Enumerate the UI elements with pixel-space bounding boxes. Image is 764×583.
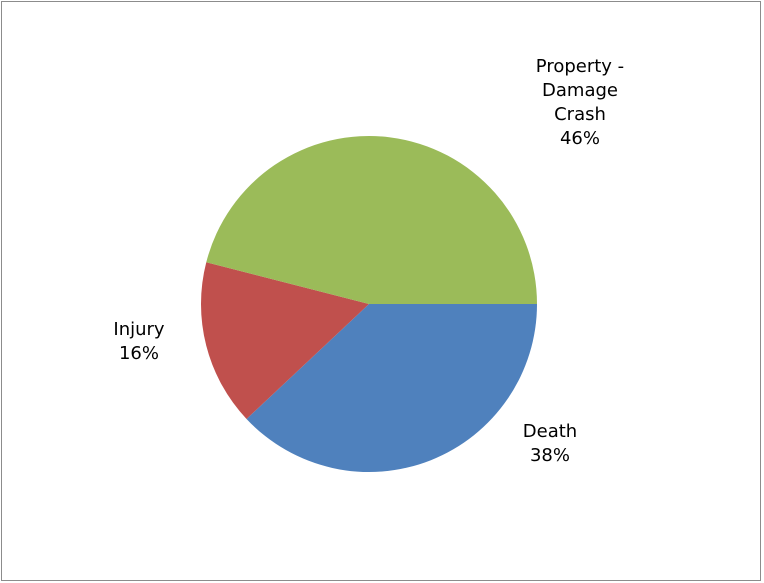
slice-label-line: Injury [113, 319, 165, 340]
slice-label-0: Death 38% [523, 421, 577, 466]
slice-percent-label: 38% [530, 445, 570, 466]
slice-percent-label: 16% [119, 343, 159, 364]
pie-slice-2 [206, 136, 538, 304]
slice-label-1: Injury 16% [113, 319, 165, 364]
slice-label-line: Property - [536, 56, 624, 77]
slice-percent-label: 46% [560, 128, 600, 149]
pie-slice-0 [246, 304, 537, 472]
pie-slice-1 [200, 262, 369, 420]
slice-label-line: Crash [554, 104, 606, 125]
slice-label-line: Damage [542, 80, 618, 101]
slice-label-line: Death [523, 421, 577, 442]
slice-label-2: Property - Damage Crash 46% [536, 56, 624, 149]
